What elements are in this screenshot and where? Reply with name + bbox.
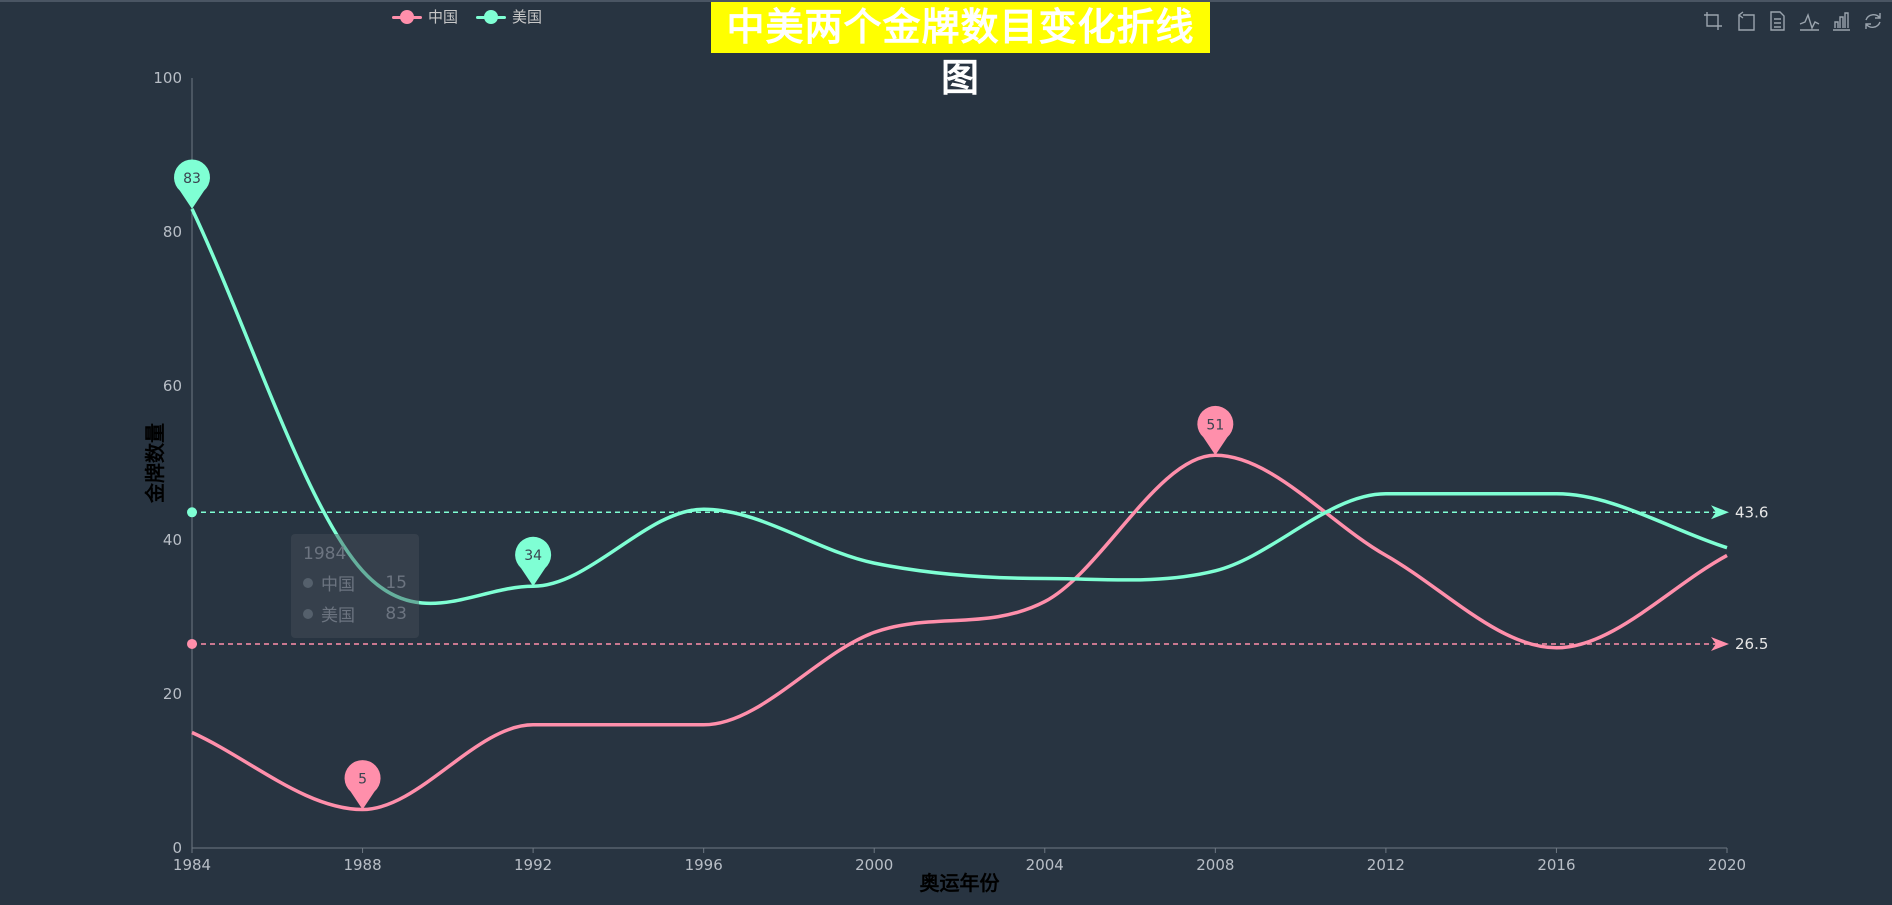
y-tick-label: 40 (163, 531, 182, 549)
average-line-start (187, 507, 197, 518)
markpoint-pin (174, 159, 210, 209)
markpoint-pin (344, 760, 381, 810)
line-chart-icon[interactable] (1798, 10, 1820, 32)
average-line-arrow (1711, 505, 1729, 520)
toolbox (1702, 10, 1884, 32)
legend: 中国 美国 (392, 6, 542, 27)
markpoint-pin (1197, 405, 1234, 456)
series-point (702, 723, 705, 726)
tooltip-year: 1984 (303, 544, 347, 564)
bar-chart-icon[interactable] (1830, 10, 1852, 32)
series-point (873, 562, 876, 565)
series-point (1043, 600, 1046, 603)
series-point (1384, 554, 1387, 557)
series-point (873, 631, 876, 634)
x-tick-label: 2016 (1537, 856, 1575, 874)
crop-icon[interactable] (1702, 10, 1724, 32)
x-tick-label: 2000 (855, 856, 893, 874)
x-axis-title: 奥运年份 (920, 871, 1001, 895)
tooltip-row: 美国 83 (303, 601, 407, 626)
series-point (1726, 546, 1729, 549)
top-border (0, 0, 1892, 2)
data-view-icon[interactable] (1766, 10, 1788, 32)
legend-line-icon (476, 9, 507, 24)
y-tick-label: 20 (163, 685, 182, 703)
series-point (532, 723, 535, 726)
tooltip: 1984 中国 15 美国 83 (291, 534, 419, 638)
y-tick-label: 60 (163, 377, 182, 395)
average-line-start (187, 638, 197, 649)
series-point (1555, 646, 1558, 649)
markpoint-pin (515, 536, 552, 587)
y-axis-title: 金牌数量 (143, 423, 167, 504)
average-line-label: 43.6 (1735, 503, 1768, 521)
series-point (1043, 577, 1046, 580)
markpoint-label: 34 (524, 548, 542, 564)
restore-icon[interactable] (1862, 10, 1884, 32)
y-tick-label: 0 (172, 839, 182, 857)
series-point (1555, 492, 1558, 495)
x-tick-label: 2012 (1367, 856, 1405, 874)
x-tick-label: 1996 (685, 856, 723, 874)
crop-back-icon[interactable] (1734, 10, 1756, 32)
series-point (702, 508, 705, 511)
tooltip-row-value: 15 (385, 572, 407, 593)
chart-title: 中美两个金牌数目变化折线图 (711, 2, 1210, 100)
series-point (1214, 569, 1217, 572)
tooltip-row-name: 美国 (321, 606, 355, 626)
x-tick-label: 2004 (1026, 856, 1064, 874)
legend-line-icon (392, 9, 422, 24)
legend-item-china[interactable]: 中国 (392, 6, 458, 27)
markpoint-label: 5 (358, 772, 367, 788)
average-line-label: 26.5 (1735, 635, 1768, 653)
legend-label-china: 中国 (428, 8, 459, 26)
legend-item-usa[interactable]: 美国 (476, 6, 542, 27)
tooltip-row: 中国 15 (303, 570, 407, 595)
x-tick-label: 1992 (514, 856, 552, 874)
tooltip-dot (303, 577, 313, 588)
y-tick-label: 80 (163, 223, 182, 241)
markpoint-label: 51 (1206, 417, 1224, 433)
x-tick-label: 2008 (1196, 856, 1234, 874)
series-point (1384, 492, 1387, 495)
x-tick-label: 1988 (343, 856, 381, 874)
average-line-arrow (1711, 636, 1729, 651)
y-tick-label: 100 (153, 69, 182, 87)
tooltip-row-value: 83 (385, 603, 407, 624)
tooltip-row-name: 中国 (321, 575, 355, 595)
series-point (1726, 554, 1729, 557)
x-tick-label: 2020 (1708, 856, 1746, 874)
x-tick-label: 1984 (173, 856, 211, 874)
markpoint-label: 83 (183, 171, 201, 187)
legend-label-usa: 美国 (512, 8, 543, 26)
tooltip-dot (303, 608, 313, 619)
series-point (191, 731, 194, 734)
series-line-0 (191, 453, 1728, 812)
series-line-1 (190, 208, 1728, 606)
